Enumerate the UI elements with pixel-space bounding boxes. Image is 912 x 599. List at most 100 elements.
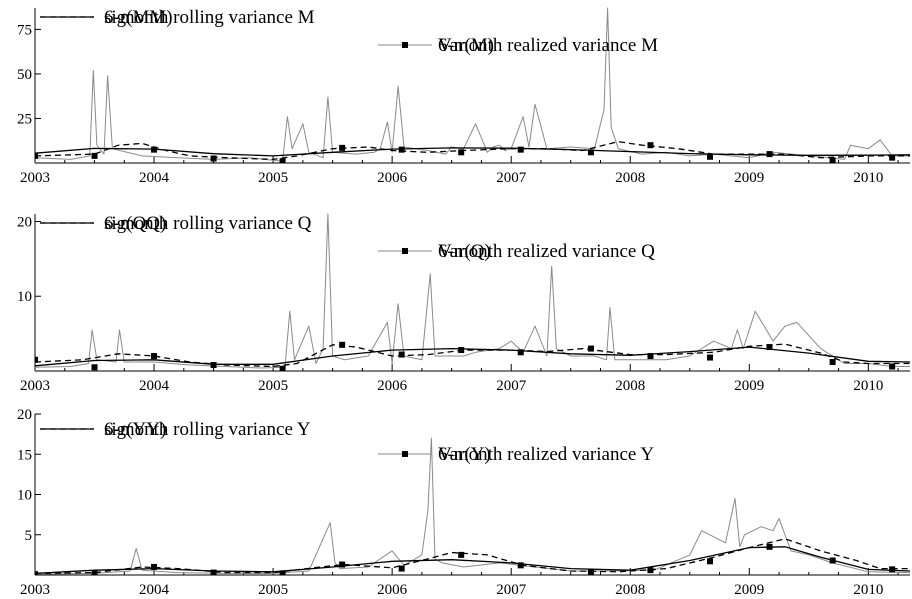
- series-point: [766, 543, 773, 550]
- series-line: [35, 538, 910, 575]
- series-line: [35, 546, 910, 575]
- legend-label: 6-month realized variance Q: [438, 241, 655, 262]
- x-tick-label: 2004: [139, 582, 170, 598]
- series-point: [339, 561, 346, 568]
- series-point: [829, 157, 836, 163]
- y-tick-label: 20: [17, 407, 32, 423]
- x-tick-label: 2007: [496, 582, 527, 598]
- series-point: [587, 345, 594, 352]
- legend-marker: [402, 42, 408, 48]
- plot-area: [35, 437, 910, 575]
- series-point: [151, 146, 158, 153]
- x-tick-label: 2010: [853, 378, 883, 394]
- series-point: [458, 347, 465, 354]
- series-point: [35, 152, 38, 159]
- x-tick-label: 2009: [734, 170, 764, 186]
- series-point: [647, 353, 654, 360]
- series-point: [647, 142, 654, 149]
- series-point: [829, 359, 836, 366]
- series-point: [398, 146, 405, 153]
- series-point: [151, 353, 158, 360]
- plot-area: [35, 213, 910, 371]
- legend-label: sig(QQ): [104, 213, 166, 234]
- series-point: [766, 151, 773, 158]
- x-tick-label: 2005: [258, 170, 288, 186]
- x-tick-label: 2005: [258, 378, 288, 394]
- y-tick-label: 50: [17, 67, 32, 83]
- x-tick-label: 2007: [496, 378, 527, 394]
- series-line: [35, 437, 910, 575]
- x-tick-label: 2007: [496, 170, 527, 186]
- series-point: [587, 568, 594, 575]
- x-tick-label: 2004: [139, 170, 170, 186]
- legend-label: 6-month realized variance M: [438, 35, 658, 56]
- y-tick-label: 10: [17, 488, 32, 504]
- series-point: [279, 570, 286, 575]
- series-point: [889, 566, 896, 573]
- x-tick-label: 2006: [377, 378, 408, 394]
- x-tick-label: 2008: [615, 170, 645, 186]
- legend-label: 6-month rolling variance M: [104, 7, 315, 28]
- series-point: [458, 551, 465, 558]
- legend-label: Var(Y): [438, 444, 491, 465]
- series-point: [398, 565, 405, 572]
- x-tick-label: 2003: [20, 378, 50, 394]
- x-tick-label: 2008: [615, 582, 645, 598]
- series-point: [339, 144, 346, 151]
- x-tick-label: 2005: [258, 582, 288, 598]
- plot-area: [35, 7, 910, 163]
- x-tick-label: 2006: [377, 170, 408, 186]
- x-tick-label: 2008: [615, 378, 645, 394]
- x-tick-label: 2010: [853, 582, 883, 598]
- series-point: [766, 344, 773, 351]
- series-point: [91, 152, 98, 159]
- series-line: [35, 346, 910, 367]
- y-tick-label: 10: [17, 289, 32, 305]
- y-tick-label: 5: [25, 528, 33, 544]
- x-tick-label: 2010: [853, 170, 883, 186]
- series-point: [210, 155, 217, 162]
- series-point: [398, 351, 405, 358]
- series-point: [889, 154, 896, 161]
- x-tick-label: 2009: [734, 378, 764, 394]
- series-point: [279, 158, 286, 163]
- x-tick-label: 2004: [139, 378, 170, 394]
- panel-Q: 10 20 2003 2004 2005 2006 2007 2008 2009 2010 sig(…: [17, 213, 910, 394]
- legend: sig(QQ) Var(Q) 6-month rolling variance Q 6…: [40, 213, 655, 262]
- series-point: [35, 356, 38, 363]
- series-line: [35, 7, 910, 162]
- series-point: [91, 364, 98, 371]
- series-point: [707, 153, 713, 160]
- series-point: [829, 557, 836, 564]
- series-point: [889, 363, 896, 370]
- series-point: [458, 149, 465, 156]
- y-tick-label: 25: [17, 111, 32, 127]
- series-point: [707, 354, 713, 361]
- legend-label: 6-month realized variance Y: [438, 444, 654, 465]
- legend-label: Var(M): [438, 35, 494, 56]
- series-point: [279, 365, 286, 371]
- x-tick-label: 2003: [20, 170, 50, 186]
- series-line: [35, 213, 910, 369]
- legend-label: 6-month rolling variance Q: [104, 213, 312, 234]
- series-point: [517, 562, 524, 569]
- series-point: [91, 570, 98, 575]
- legend-label: sig(MM): [104, 7, 173, 28]
- x-tick-label: 2003: [20, 582, 50, 598]
- series-point: [151, 563, 158, 570]
- series-point: [587, 149, 594, 156]
- series-point: [517, 146, 524, 153]
- x-tick-label: 2009: [734, 582, 764, 598]
- legend-label: 6-month rolling variance Y: [104, 419, 311, 440]
- series-point: [210, 569, 217, 575]
- y-tick-label: 75: [17, 22, 32, 38]
- legend: sig(MM) Var(M) 6-month rolling variance M 6…: [40, 7, 658, 56]
- series-point: [339, 341, 346, 348]
- legend-marker: [402, 248, 408, 254]
- series-point: [647, 567, 654, 574]
- panel-Y: 5 10 15 20 2003 2004 2005 2006 2007 2008 2009 2010 s…: [17, 407, 910, 598]
- legend: sig(YY) Var(Y) 6-month rolling variance Y 6…: [40, 419, 654, 465]
- y-tick-label: 20: [17, 214, 32, 230]
- y-tick-label: 15: [17, 447, 32, 463]
